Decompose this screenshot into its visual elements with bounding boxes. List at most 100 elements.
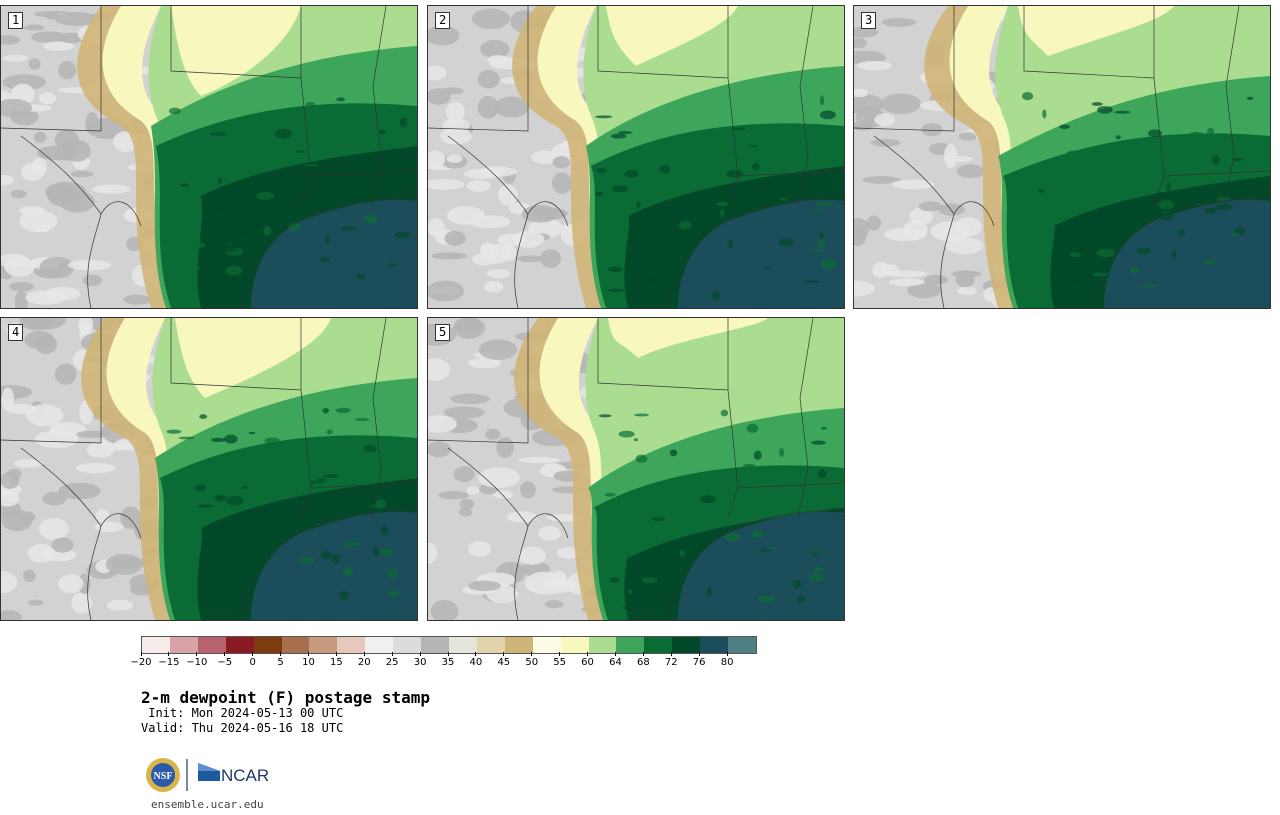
terrain-patch [431, 252, 467, 260]
colorbar-bin [225, 637, 254, 653]
moisture-speckle [779, 198, 788, 201]
state-border [170, 318, 302, 391]
moisture-speckle [326, 429, 333, 435]
moisture-speckle [738, 177, 747, 182]
state-border [447, 135, 569, 227]
ensemble-website-url: ensemble.ucar.edu [151, 798, 264, 811]
moisture-speckle [215, 206, 225, 212]
colorbar-bin [504, 637, 533, 653]
moisture-speckle [1204, 207, 1217, 215]
moisture-speckle [757, 595, 775, 603]
moisture-speckle [230, 183, 245, 191]
terrain-patch [28, 58, 41, 70]
terrain-patch [428, 441, 451, 458]
terrain-patch [518, 456, 560, 464]
terrain-patch [530, 207, 568, 220]
moisture-speckle [669, 449, 678, 457]
terrain-patch [518, 546, 546, 565]
colorbar-tick-label: 30 [400, 652, 440, 668]
terrain-patch [453, 466, 475, 483]
state-border [170, 6, 302, 79]
moisture-speckle [1042, 109, 1047, 119]
moisture-speckle [718, 530, 725, 536]
terrain-patch [54, 363, 77, 385]
moisture-speckle [197, 471, 205, 475]
terrain-patch [428, 178, 465, 191]
terrain-patch [105, 553, 143, 575]
dryline-tan-band [512, 6, 611, 308]
moisture-speckle [1070, 280, 1085, 286]
moisture-speckle [752, 162, 760, 171]
colorbar-tick-label: −5 [205, 652, 245, 668]
terrain-patch [517, 255, 544, 263]
moisture-speckle [197, 504, 215, 508]
terrain-patch [9, 282, 34, 292]
terrain-patch [86, 442, 115, 458]
moisture-speckle [645, 277, 660, 286]
moisture-speckle [659, 164, 671, 174]
moisture-speckle [711, 290, 720, 301]
terrain-patch [477, 70, 500, 89]
terrain-patch [506, 511, 538, 523]
colorbar-tick-label: 80 [707, 652, 747, 668]
moisture-speckle [242, 134, 249, 138]
state-border [597, 6, 729, 79]
colorbar-tick-label: 55 [540, 652, 580, 668]
moisture-speckle [372, 546, 380, 556]
moisture-speckle [178, 436, 195, 440]
pale-yellow-top [606, 6, 738, 66]
colorbar-bin [700, 637, 729, 653]
terrain-patch [854, 88, 869, 98]
terrain-patch [1, 35, 20, 45]
terrain-patch [485, 428, 501, 440]
nsf-seal-icon: NSF [146, 758, 180, 792]
moisture-speckle [598, 414, 612, 418]
moisture-speckle [817, 238, 825, 249]
moisture-speckle [363, 444, 378, 453]
moisture-speckle [753, 450, 762, 460]
moisture-speckle [651, 516, 665, 522]
moisture-speckle [188, 266, 200, 270]
terrain-patch [544, 600, 564, 609]
moisture-speckle [1207, 127, 1215, 135]
moisture-speckle [755, 517, 762, 521]
terrain-patch [468, 580, 501, 592]
moisture-speckle [811, 209, 824, 213]
terrain-patch [467, 541, 492, 557]
moisture-speckle [700, 495, 717, 504]
terrain-patch [42, 491, 67, 506]
moisture-speckle [256, 191, 275, 200]
terrain-patch [1, 490, 20, 507]
state-border [1163, 170, 1270, 177]
state-border [597, 318, 729, 391]
terrain-patch [5, 403, 38, 414]
terrain-patch [854, 50, 886, 65]
moisture-speckle [318, 125, 333, 128]
state-border [514, 525, 529, 620]
moisture-speckle [813, 566, 824, 573]
moisture-speckle [378, 129, 387, 135]
terrain-patch [54, 11, 98, 26]
moisture-speckle [1022, 92, 1034, 101]
colorbar-bin [672, 637, 701, 653]
coastline [1093, 195, 1270, 308]
terrain-patch [854, 93, 884, 115]
terrain-patch [520, 481, 536, 499]
moisture-speckle [322, 474, 340, 478]
terrain-patch [459, 498, 475, 510]
pale-yellow-top [171, 6, 301, 96]
terrain-patch [4, 257, 35, 277]
colorbar-tick-label: 35 [428, 652, 468, 668]
terrain-patch [480, 39, 510, 59]
figure-title: 2-m dewpoint (F) postage stamp [141, 688, 430, 707]
dewpoint-map-2 [428, 6, 844, 308]
moisture-speckle [338, 591, 350, 600]
terrain-patch [484, 280, 504, 293]
terrain-patch [466, 486, 480, 496]
colorbar-tick-label: 0 [233, 652, 273, 668]
moisture-speckle [723, 533, 741, 542]
coastline [240, 507, 417, 620]
colorbar-tick-label: 25 [372, 652, 412, 668]
terrain-patch [450, 393, 490, 405]
terrain-patch [23, 24, 45, 31]
